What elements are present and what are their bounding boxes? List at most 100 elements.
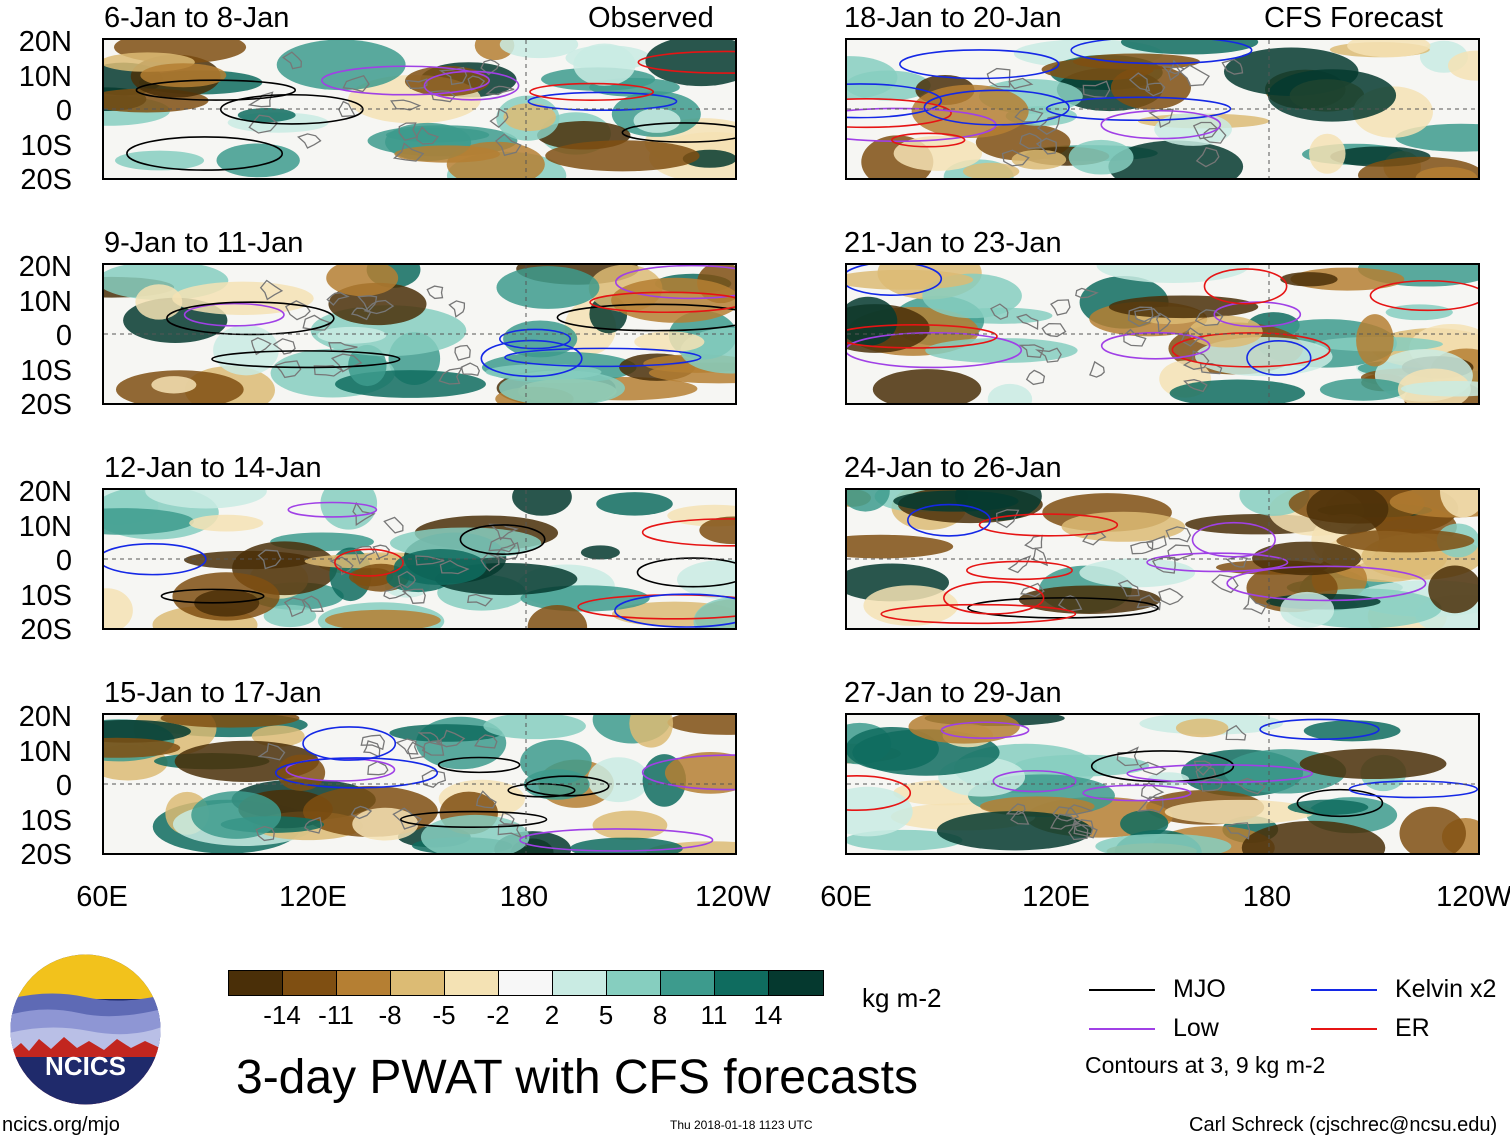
pwat-map	[847, 715, 1478, 853]
colorbar-swatch	[229, 971, 283, 995]
pwat-anomaly-area	[1164, 799, 1315, 825]
coastline	[1155, 312, 1172, 334]
panel-title: 15-Jan to 17-Jan	[104, 677, 322, 709]
pwat-anomaly-area	[213, 325, 279, 376]
coastline	[1050, 299, 1071, 316]
coastline	[330, 353, 363, 373]
coastline	[392, 807, 423, 830]
coastline	[421, 769, 447, 789]
pwat-anomaly-area	[872, 369, 982, 403]
pwat-anomaly-area	[847, 296, 898, 346]
coastline	[250, 337, 272, 356]
coastline	[1179, 64, 1210, 87]
legend-item-kelvin: Kelvin x2	[1311, 975, 1496, 1004]
anomaly-contour	[615, 265, 735, 300]
coastline	[1183, 379, 1208, 393]
pwat-anomaly-area	[104, 508, 194, 535]
colorbar-tick-label: -11	[318, 1000, 354, 1030]
coastline	[480, 552, 500, 572]
coastline	[1136, 796, 1164, 813]
pwat-anomaly-area	[596, 492, 673, 516]
anomaly-contour	[1045, 96, 1232, 122]
coastline	[435, 729, 466, 748]
colorbar-swatch	[607, 971, 661, 995]
coastline	[1192, 121, 1219, 140]
coastline	[1117, 579, 1140, 597]
pwat-anomaly-area	[1188, 315, 1263, 348]
pwat-anomaly-area	[545, 140, 700, 172]
y-axis-label: 10S	[20, 355, 72, 387]
map-panel	[845, 263, 1480, 405]
legend-line	[1311, 1027, 1377, 1030]
pwat-anomaly-area	[629, 715, 674, 748]
pwat-anomaly-area	[1011, 149, 1067, 170]
y-axis-label: 10S	[20, 130, 72, 162]
legend-line	[1089, 1027, 1155, 1030]
y-axis-label: 0	[55, 545, 72, 577]
coastline	[297, 133, 322, 149]
y-axis-label: 10N	[18, 286, 72, 318]
coastline	[1221, 58, 1244, 75]
pwat-anomaly-area	[1336, 529, 1475, 553]
anomaly-contour	[183, 302, 285, 327]
anomaly-contour	[1226, 565, 1427, 602]
pwat-anomaly-area	[1095, 833, 1232, 853]
anomaly-contour	[1100, 331, 1211, 360]
anomaly-contour	[847, 324, 998, 349]
coastline	[1145, 535, 1167, 551]
pwat-anomaly-area	[151, 376, 197, 394]
pwat-map	[104, 490, 735, 628]
pwat-anomaly-area	[1319, 378, 1407, 401]
anomaly-contour	[923, 89, 1070, 126]
pwat-anomaly-area	[667, 715, 735, 735]
anomaly-contour	[529, 82, 655, 101]
anomaly-contour	[459, 524, 546, 555]
pwat-anomaly-area	[1385, 304, 1453, 321]
panel-title: 6-Jan to 8-Jan	[104, 2, 290, 34]
pwat-anomaly-area	[499, 40, 579, 59]
pwat-anomaly-area	[1399, 806, 1466, 853]
y-axis-label: 20S	[20, 839, 72, 871]
anomaly-contour	[519, 828, 714, 852]
coastline	[1050, 813, 1080, 830]
anomaly-contour	[847, 98, 952, 129]
pwat-anomaly-area	[699, 516, 735, 545]
coastline	[488, 523, 519, 541]
pwat-anomaly-area	[847, 56, 898, 99]
coastline	[1128, 72, 1151, 92]
coastline	[257, 742, 286, 761]
coastline	[1148, 108, 1174, 128]
coastline	[304, 816, 323, 834]
coastline	[401, 588, 426, 604]
coastline	[1211, 574, 1239, 594]
anomaly-contour	[943, 581, 1045, 615]
y-axis-label: 0	[55, 320, 72, 352]
pwat-anomaly-area	[1309, 133, 1346, 174]
coastline	[1019, 132, 1042, 150]
contours-note: Contours at 3, 9 kg m-2	[1085, 1052, 1326, 1078]
coastline	[350, 805, 373, 820]
anomaly-contour	[940, 721, 1030, 739]
coastline	[350, 307, 372, 321]
x-axis-label: 60E	[76, 881, 128, 913]
pwat-map	[847, 490, 1478, 628]
pwat-anomaly-area	[987, 383, 1033, 403]
anomaly-contour	[1296, 788, 1384, 818]
anomaly-contour	[437, 756, 521, 774]
anomaly-contour	[507, 783, 576, 798]
anomaly-contour	[1146, 552, 1289, 573]
coastline	[255, 825, 275, 842]
pwat-anomaly-area	[104, 588, 133, 628]
coastline	[1168, 59, 1186, 75]
coastline	[1041, 322, 1067, 338]
pwat-anomaly-area	[496, 266, 600, 309]
footer-link[interactable]: ncics.org/mjo	[2, 1114, 120, 1136]
anomaly-contour	[589, 291, 735, 314]
pwat-anomaly-area	[276, 40, 406, 91]
coastline	[1161, 66, 1181, 81]
coastline	[1182, 350, 1210, 370]
coastline	[474, 734, 498, 749]
y-axis-label: 20S	[20, 389, 72, 421]
anomaly-contour	[1213, 301, 1302, 328]
coastline	[448, 300, 466, 318]
